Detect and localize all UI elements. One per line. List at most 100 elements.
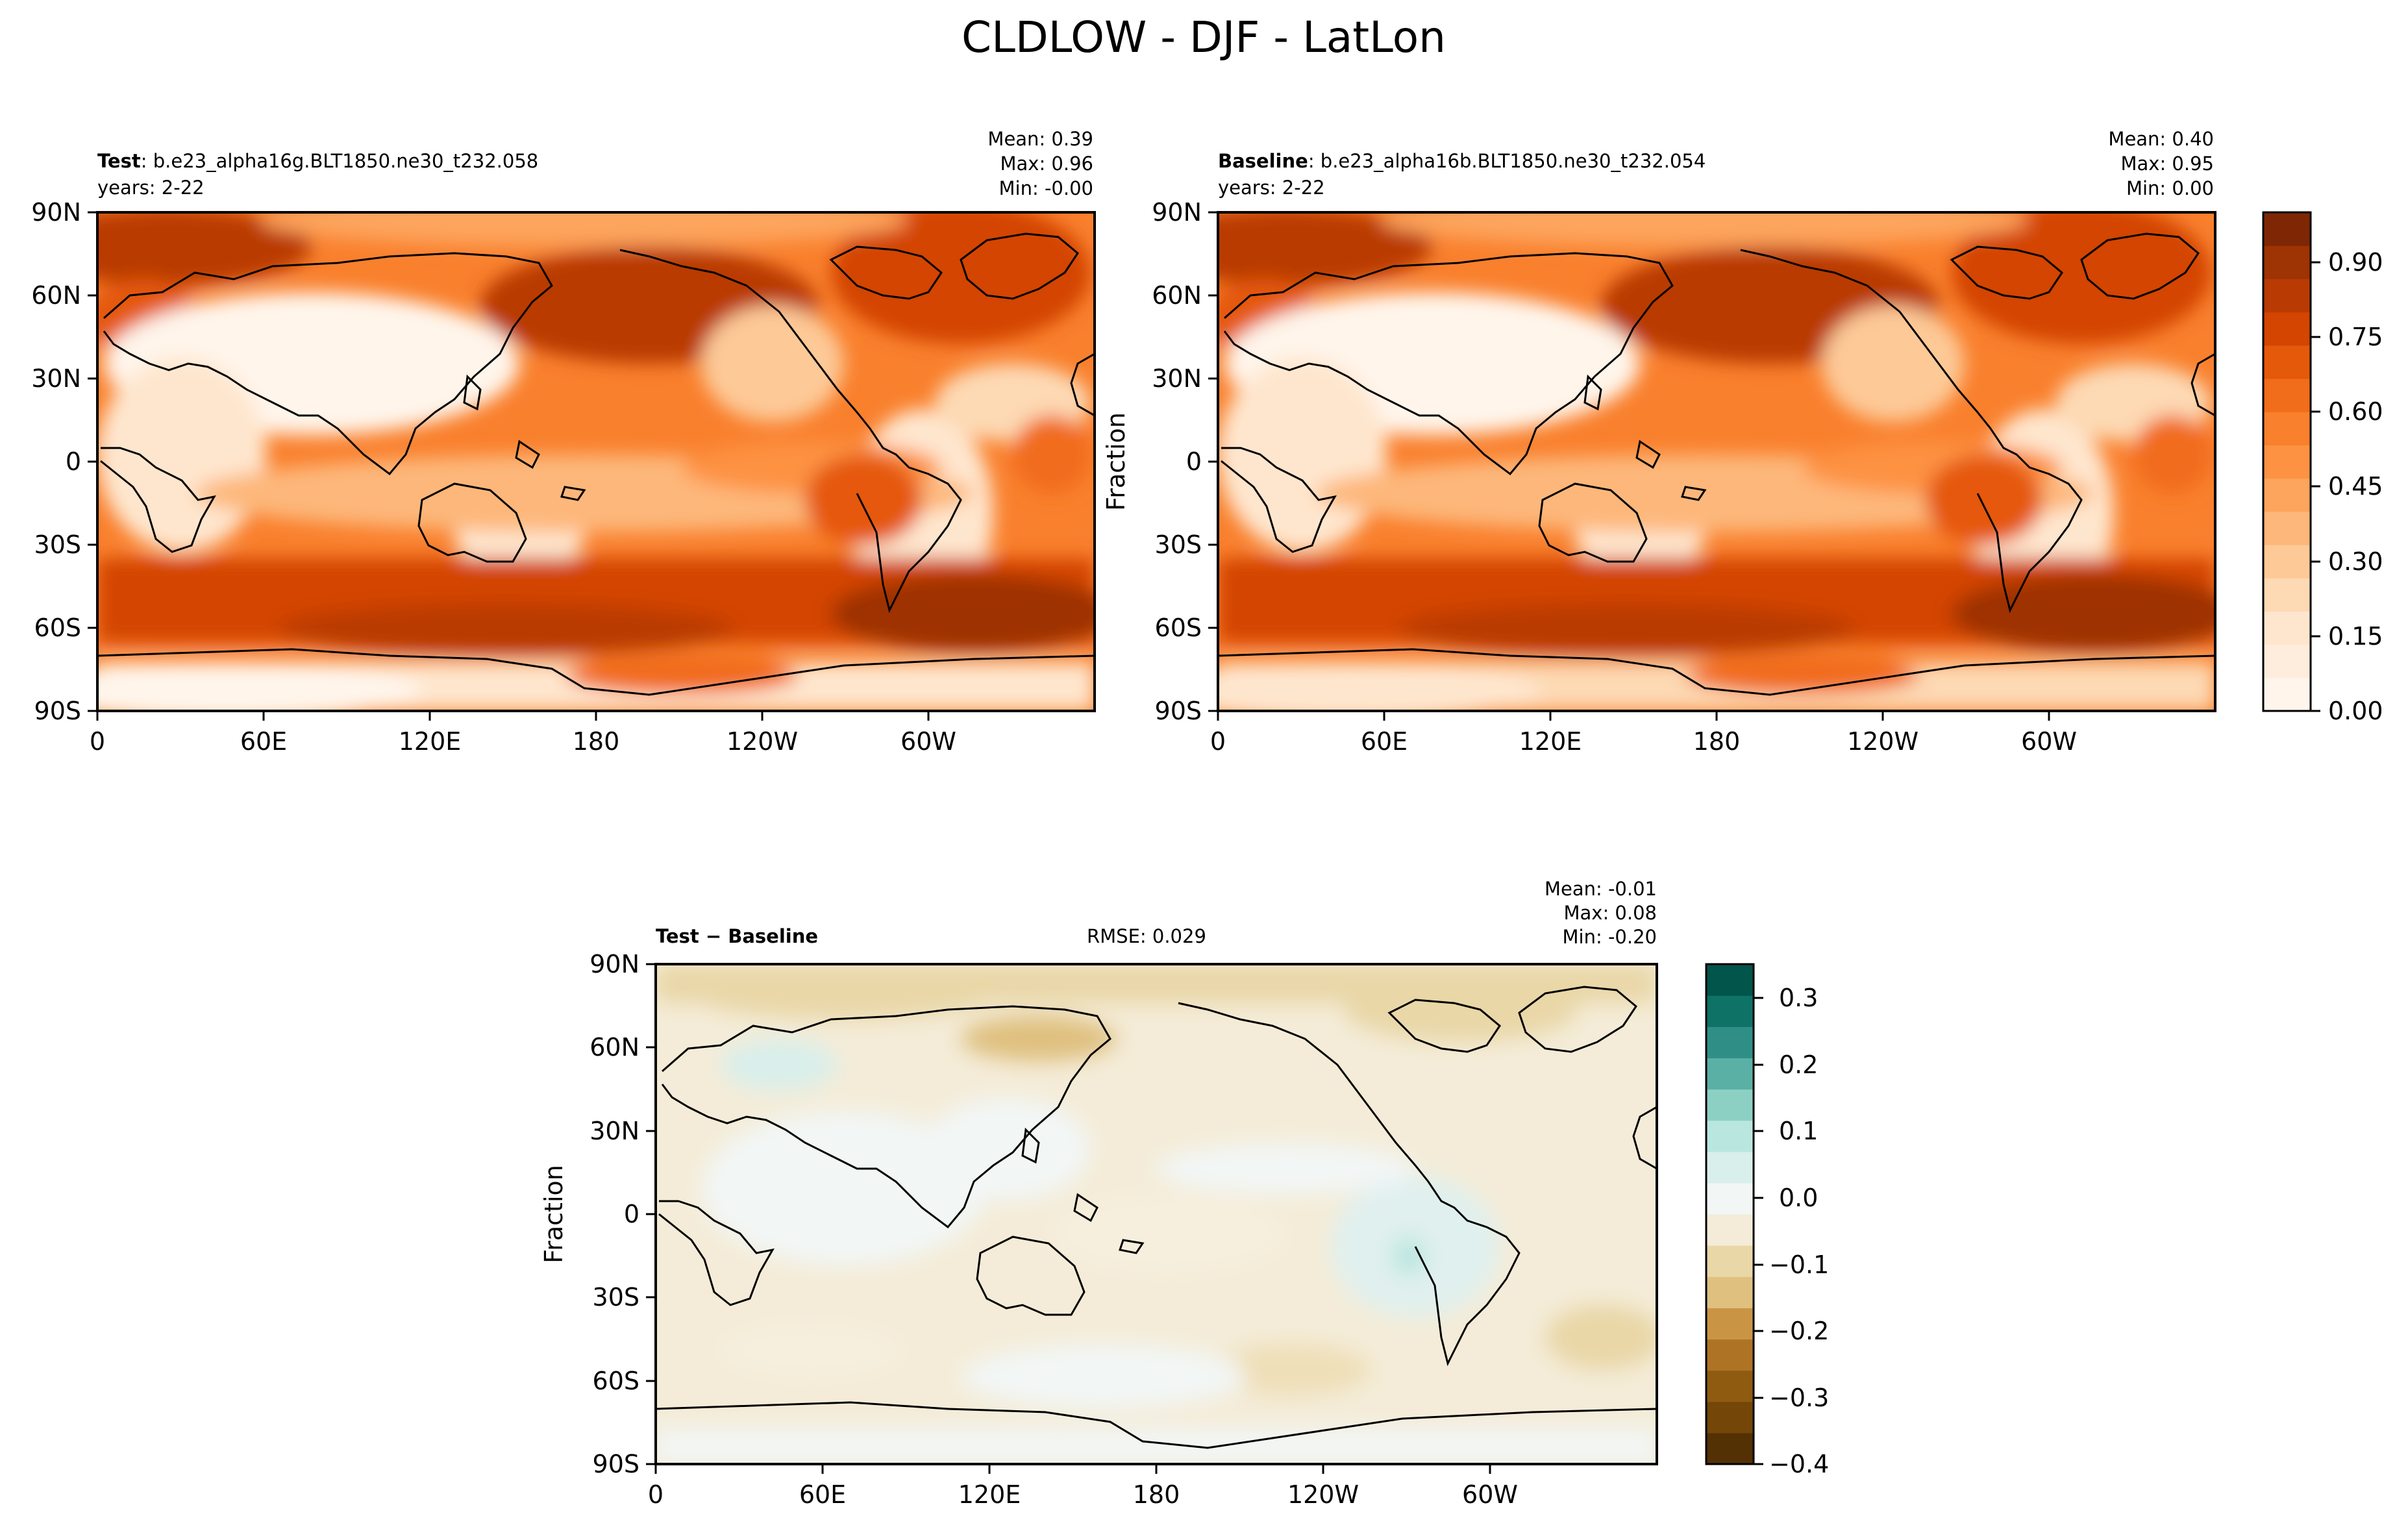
test-x-tick-label: 120W xyxy=(726,727,798,756)
diff-x-tick-label: 180 xyxy=(1133,1480,1180,1509)
diff-y-tick-label: 30S xyxy=(593,1283,639,1311)
test-panel: Test: b.e23_alpha16g.BLT1850.ne30_t232.0… xyxy=(31,128,1096,756)
test-x-tick-label: 0 xyxy=(90,727,105,756)
baseline-label-bold: Baseline xyxy=(1218,150,1308,172)
test-y-tick-label: 90S xyxy=(34,697,81,725)
test-x-tick-label: 60E xyxy=(240,727,287,756)
diff-y-axis xyxy=(646,963,656,1465)
main-colorbar-segment xyxy=(2263,478,2311,512)
test-stat-min: Min: -0.00 xyxy=(999,177,1093,199)
baseline-y-tick-label: 30N xyxy=(1152,364,1202,393)
main-colorbar-frame xyxy=(2262,211,2312,712)
diff-colorbar-segment xyxy=(1706,1432,1754,1465)
diff-colorbar-frame xyxy=(1705,963,1755,1465)
diff-colorbar-segment xyxy=(1706,1058,1754,1090)
main-colorbar-segment xyxy=(2263,379,2311,412)
baseline-y-axis-label: Fraction xyxy=(1102,412,1130,511)
test-y-tick-label: 90N xyxy=(31,198,81,227)
test-x-axis xyxy=(96,711,930,721)
diff-y-tick-label: 30N xyxy=(590,1117,639,1145)
main-colorbar-tick-label: 0.15 xyxy=(2328,622,2383,651)
main-colorbar-tick-label: 0.60 xyxy=(2328,397,2383,426)
main-colorbar-tick-label: 0.00 xyxy=(2328,697,2383,725)
diff-colorbar-segment xyxy=(1706,1182,1754,1215)
diff-colorbar-segment xyxy=(1706,1401,1754,1434)
baseline-x-tick-label: 120E xyxy=(1519,727,1582,756)
main-colorbar-segment xyxy=(2263,445,2311,479)
baseline-panel-title: Baseline: b.e23_alpha16b.BLT1850.ne30_t2… xyxy=(1218,150,1706,172)
diff-x-tick-label: 120E xyxy=(958,1480,1021,1509)
diff-rmse: RMSE: 0.029 xyxy=(1087,925,1206,947)
diff-colorbar-tick-label: 0.1 xyxy=(1779,1117,1818,1145)
baseline-y-tick-label: 30S xyxy=(1155,530,1202,559)
baseline-x-tick-label: 60W xyxy=(2021,727,2077,756)
test-label-rest: : b.e23_alpha16g.BLT1850.ne30_t232.058 xyxy=(141,150,538,172)
diff-y-tick-label: 90S xyxy=(593,1450,639,1478)
test-stat-mean: Mean: 0.39 xyxy=(987,128,1093,150)
baseline-x-tick-label: 120W xyxy=(1847,727,1918,756)
baseline-panel: Baseline: b.e23_alpha16b.BLT1850.ne30_t2… xyxy=(1102,128,2216,756)
diff-x-axis xyxy=(654,1464,1491,1474)
diff-colorbar-tick-label: −0.4 xyxy=(1769,1450,1829,1478)
baseline-y-tick-label: 90N xyxy=(1152,198,1202,227)
diff-map-field xyxy=(656,964,1657,1464)
baseline-y-tick-label: 60S xyxy=(1155,614,1202,642)
test-years: years: 2-22 xyxy=(97,177,205,199)
main-colorbar-segments xyxy=(2263,212,2311,712)
baseline-stat-mean: Mean: 0.40 xyxy=(2108,128,2214,150)
test-coastlines xyxy=(97,232,1095,696)
diff-x-tick-label: 0 xyxy=(648,1480,664,1509)
test-y-tick-label: 60S xyxy=(34,614,81,642)
diff-y-tick-label: 90N xyxy=(590,950,639,978)
test-map-field xyxy=(97,212,1095,711)
diff-colorbar-tick-label: −0.1 xyxy=(1769,1250,1829,1279)
baseline-coastlines xyxy=(1218,232,2215,696)
diff-colorbar-segment xyxy=(1706,1276,1754,1308)
test-panel-title: Test: b.e23_alpha16g.BLT1850.ne30_t232.0… xyxy=(97,150,538,172)
baseline-years: years: 2-22 xyxy=(1218,177,1325,199)
diff-colorbar-segment xyxy=(1706,1308,1754,1340)
main-colorbar-segment xyxy=(2263,312,2311,346)
test-y-tick-label: 60N xyxy=(31,281,81,310)
diff-colorbar-ticks xyxy=(1754,997,1763,1465)
diff-x-tick-label: 60W xyxy=(1462,1480,1518,1509)
diff-x-tick-label: 60E xyxy=(799,1480,846,1509)
diff-colorbar-segment xyxy=(1706,1339,1754,1371)
diff-colorbar-tick-label: −0.3 xyxy=(1769,1384,1829,1412)
test-y-tick-label: 30S xyxy=(34,530,81,559)
test-stat-max: Max: 0.96 xyxy=(1000,153,1093,175)
diff-panel-title: Test − Baseline xyxy=(656,925,818,947)
test-y-tick-label: 0 xyxy=(66,447,81,476)
main-colorbar-segment xyxy=(2263,644,2311,678)
diff-colorbar-tick-label: −0.2 xyxy=(1769,1317,1829,1345)
main-colorbar-tick-label: 0.45 xyxy=(2328,472,2383,501)
diff-colorbar-segment xyxy=(1706,1151,1754,1184)
baseline-x-tick-label: 0 xyxy=(1210,727,1226,756)
diff-colorbar-segment xyxy=(1706,995,1754,1027)
baseline-stat-max: Max: 0.95 xyxy=(2120,153,2214,175)
test-x-tick-label: 180 xyxy=(573,727,620,756)
diff-colorbar-segment xyxy=(1706,1026,1754,1058)
test-y-axis xyxy=(88,211,97,712)
main-colorbar-segment xyxy=(2263,611,2311,645)
main-colorbar-segment xyxy=(2263,245,2311,279)
diff-coastlines xyxy=(656,986,1657,1449)
diff-colorbar-segment xyxy=(1706,1245,1754,1277)
main-colorbar-ticks xyxy=(2311,261,2320,712)
main-colorbar-segment xyxy=(2263,412,2311,445)
diff-colorbar-tick-label: 0.0 xyxy=(1779,1184,1818,1212)
diff-colorbar-tick-label: 0.2 xyxy=(1779,1050,1818,1079)
test-x-tick-label: 120E xyxy=(399,727,462,756)
diff-stat-max: Max: 0.08 xyxy=(1563,902,1657,924)
diff-y-tick-label: 60N xyxy=(590,1033,639,1062)
main-colorbar-segment xyxy=(2263,279,2311,313)
test-label-bold: Test xyxy=(97,150,141,172)
baseline-map-field xyxy=(1218,212,2215,711)
diff-y-tick-label: 60S xyxy=(593,1367,639,1395)
baseline-x-axis xyxy=(1217,711,2050,721)
diff-panel: Test − Baseline RMSE: 0.029 Mean: -0.01 … xyxy=(540,878,1658,1509)
main-colorbar-tick-label: 0.75 xyxy=(2328,323,2383,351)
diff-stat-mean: Mean: -0.01 xyxy=(1545,878,1657,900)
diff-colorbar-segment xyxy=(1706,1214,1754,1246)
